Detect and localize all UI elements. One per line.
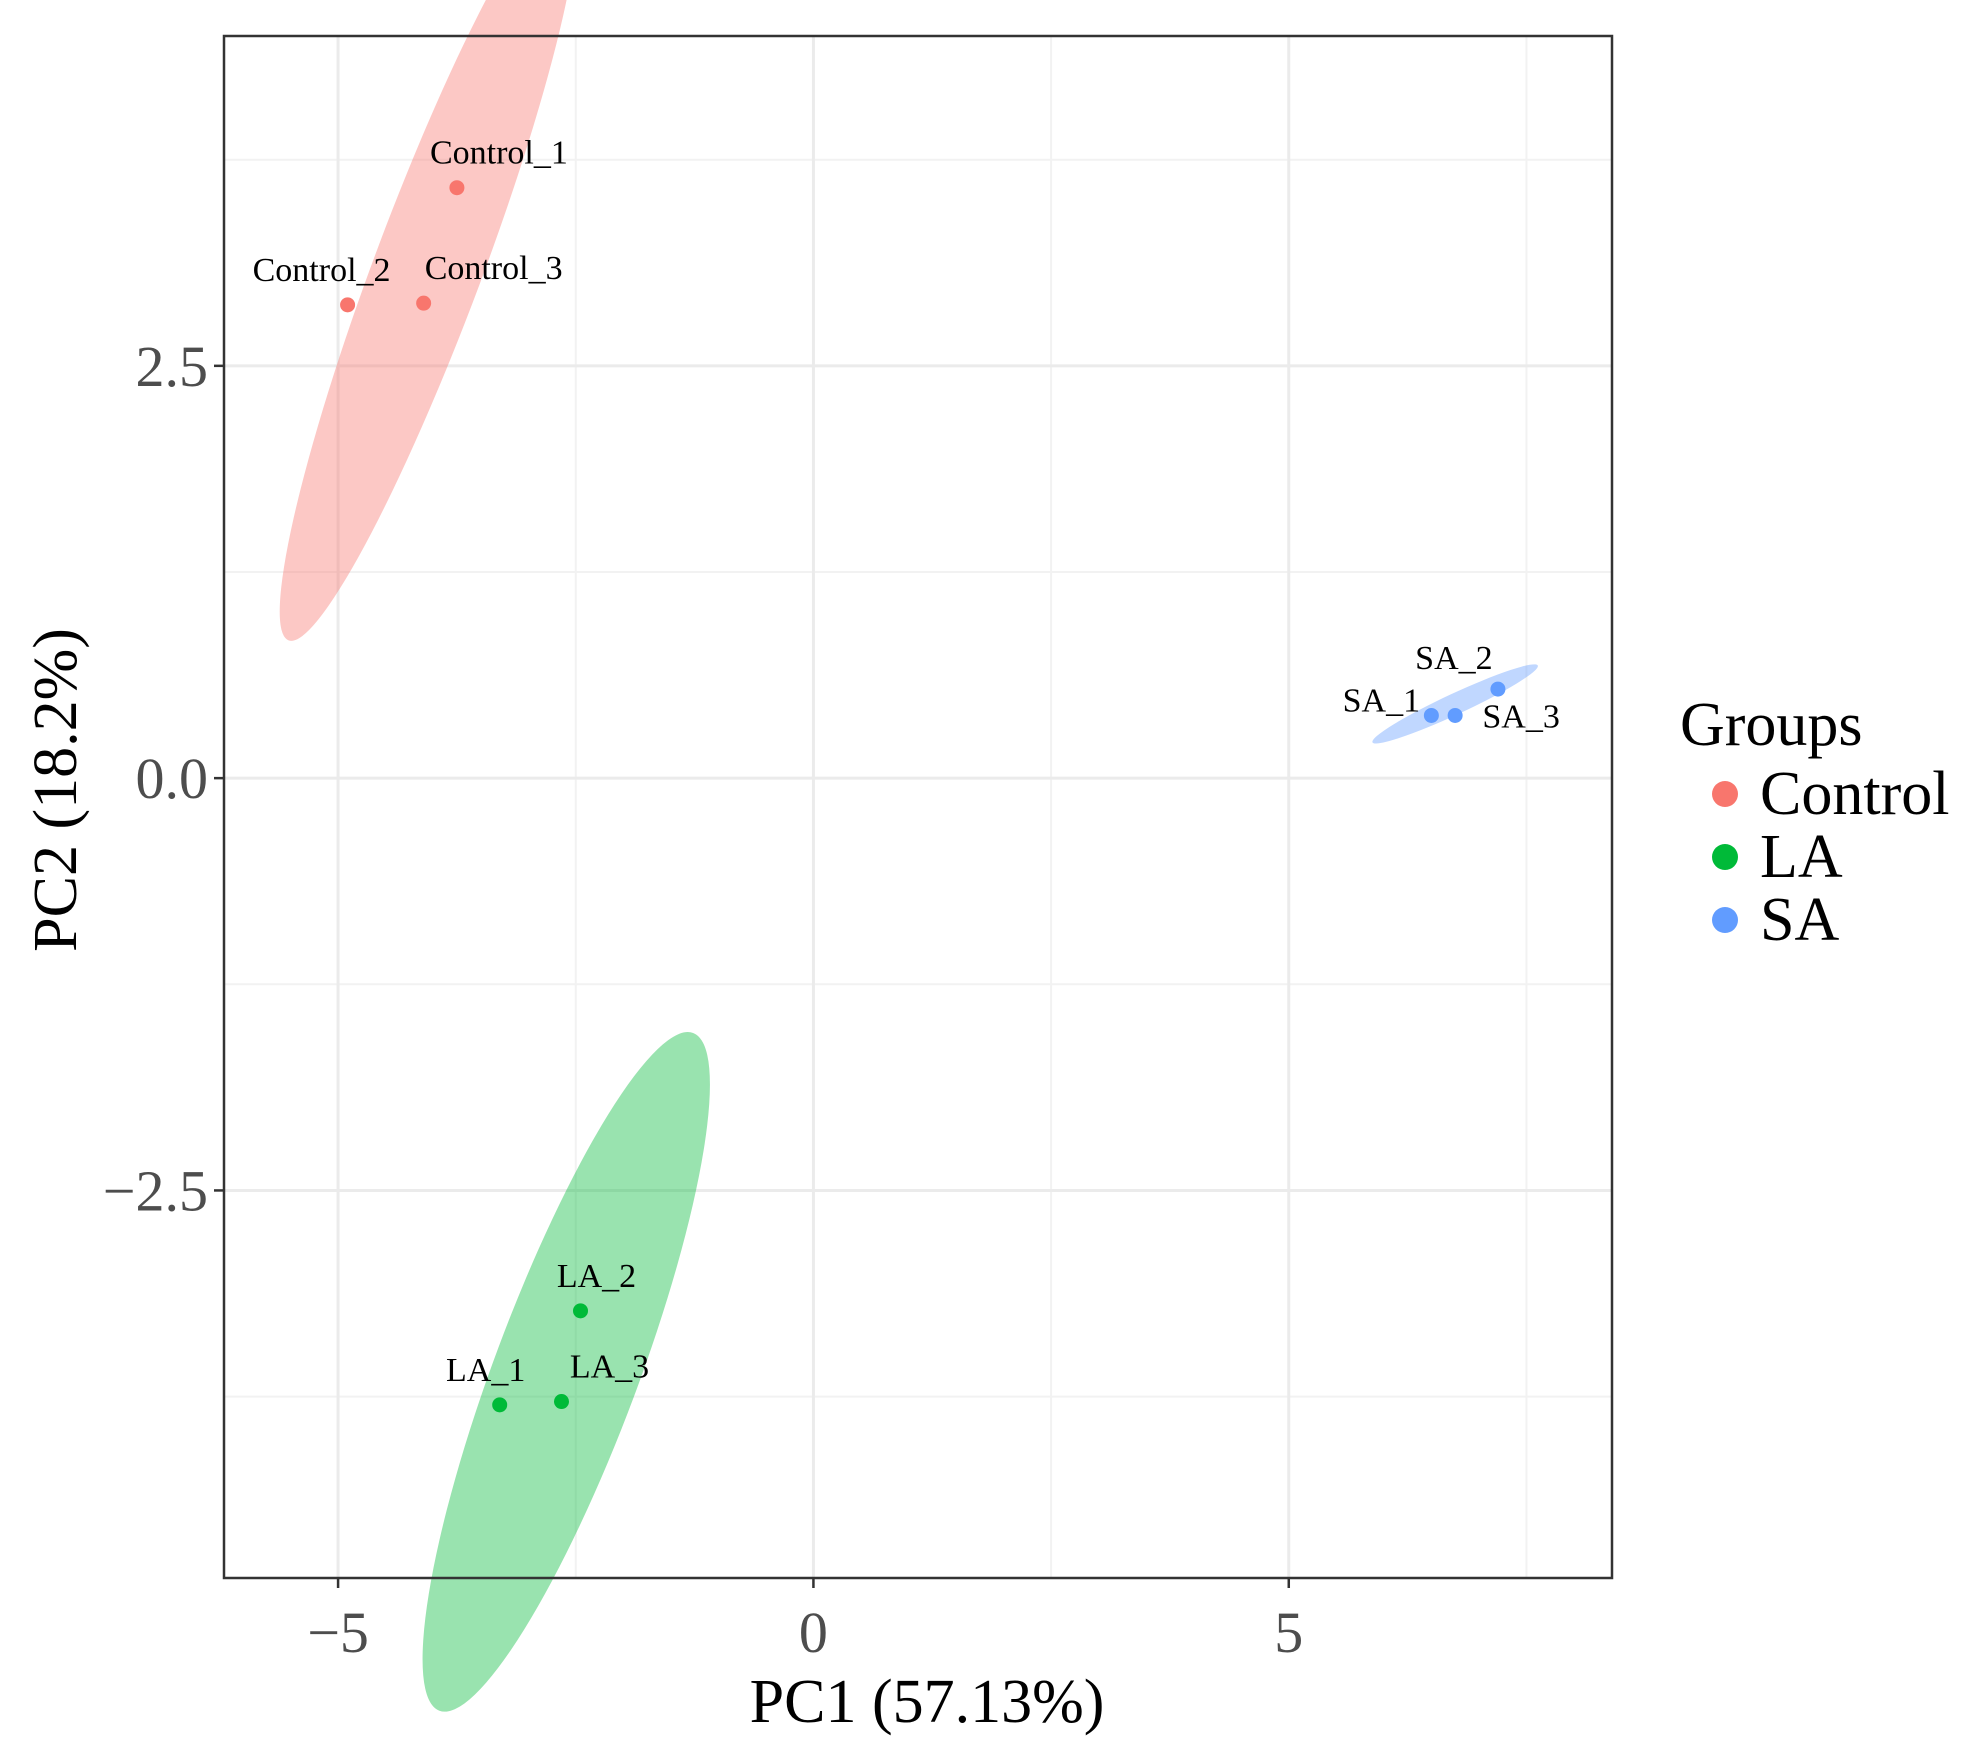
point-la-2	[573, 1303, 589, 1319]
point-label: Control_1	[430, 135, 568, 172]
point-la-1	[492, 1397, 508, 1413]
legend-label: SA	[1760, 886, 1839, 954]
point-sa-3	[1447, 707, 1463, 723]
point-label: SA_3	[1482, 698, 1559, 735]
point-label: SA_2	[1415, 640, 1492, 677]
y-axis-title: PC2 (18.2%)	[22, 628, 90, 952]
data-points	[340, 180, 1506, 1413]
point-label: LA_3	[570, 1349, 649, 1386]
point-label: LA_1	[446, 1352, 525, 1389]
ellipse-control	[279, 0, 578, 641]
y-axis-ticks: 2.5 0.0 −2.5	[103, 334, 224, 1223]
point-sa-2	[1490, 681, 1506, 697]
point-control-1	[449, 180, 465, 196]
point-label: LA_2	[557, 1258, 636, 1295]
point-sa-1	[1423, 707, 1439, 723]
legend-label: Control	[1760, 760, 1949, 828]
x-axis-title: PC1 (57.13%)	[750, 1668, 1105, 1736]
legend-key-control	[1712, 781, 1738, 807]
plot-panel-border	[222, 34, 1614, 1580]
x-tick-label: 5	[1274, 1600, 1303, 1665]
point-control-2	[340, 297, 356, 313]
point-labels: Control_1 Control_2 Control_3 LA_1 LA_2 LA_3 S…	[253, 135, 1560, 1389]
y-tick-label: 0.0	[136, 746, 209, 811]
y-tick-label: 2.5	[136, 334, 209, 399]
legend-label: LA	[1760, 823, 1843, 891]
grid	[224, 36, 1612, 1578]
point-control-3	[416, 295, 432, 311]
legend-key-sa	[1712, 907, 1738, 933]
point-label: Control_3	[425, 250, 563, 287]
ellipse-la	[422, 1032, 710, 1712]
x-tick-label: −5	[307, 1600, 369, 1665]
legend-key-la	[1712, 844, 1738, 870]
x-tick-label: 0	[799, 1600, 828, 1665]
point-la-3	[553, 1394, 569, 1410]
x-axis-ticks: −5 0 5	[307, 1578, 1303, 1665]
legend-title: Groups	[1680, 691, 1863, 759]
y-tick-label: −2.5	[103, 1158, 208, 1223]
point-label: Control_2	[253, 252, 391, 289]
point-label: SA_1	[1343, 682, 1420, 719]
